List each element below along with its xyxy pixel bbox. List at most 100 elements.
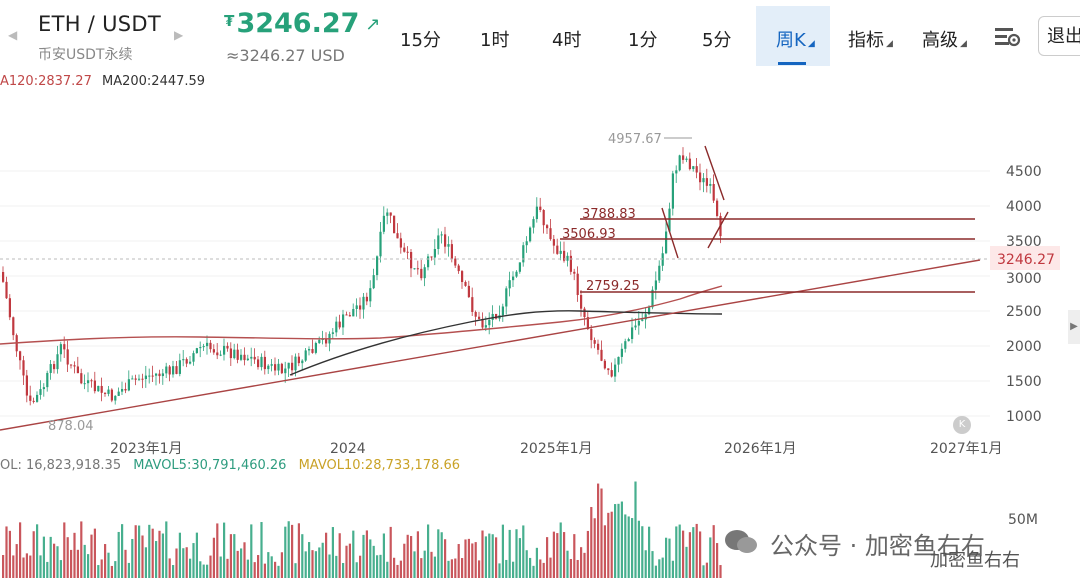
- candle: [590, 329, 593, 341]
- candle: [379, 231, 382, 257]
- top-toolbar: ◀ ETH / USDT 币安USDT永续 ▶ ₮3246.27 ↗ ≈3246.…: [0, 0, 1080, 72]
- pair-title[interactable]: ETH / USDT: [38, 12, 162, 36]
- candle: [705, 178, 708, 186]
- volume-bar: [671, 560, 674, 578]
- candle: [270, 364, 273, 366]
- volume-bar: [76, 549, 79, 578]
- volume-bar: [692, 527, 695, 578]
- tab-4h[interactable]: 4时: [552, 30, 582, 51]
- volume-bar: [634, 481, 637, 578]
- candle: [260, 356, 263, 368]
- tab-weekly[interactable]: 周K ◢: [776, 26, 815, 52]
- candle: [416, 268, 419, 270]
- candle: [641, 319, 644, 321]
- volume-bar: [576, 559, 579, 578]
- tab-1min[interactable]: 1分: [628, 30, 658, 51]
- volume-bar: [556, 533, 559, 578]
- candle: [158, 373, 161, 377]
- tab-1h[interactable]: 1时: [480, 30, 510, 51]
- price-tag-bg: [990, 246, 1060, 270]
- candle: [124, 388, 127, 391]
- volume-bar: [141, 535, 144, 578]
- tab-5min[interactable]: 5分: [702, 30, 732, 51]
- volume-bar: [396, 564, 399, 578]
- volume-bar: [614, 504, 617, 578]
- chart-settings-icon[interactable]: [994, 26, 1022, 48]
- candle: [236, 349, 239, 360]
- candle: [134, 378, 137, 380]
- volume-bar: [42, 536, 45, 578]
- candle: [308, 348, 311, 351]
- candle: [525, 241, 528, 246]
- candle: [243, 354, 246, 361]
- volume-bar: [189, 558, 192, 578]
- watermark-corner: 加密鱼右右: [930, 550, 1020, 571]
- volume-bar: [80, 521, 83, 578]
- tab-15min[interactable]: 15分: [400, 30, 441, 51]
- candle: [484, 325, 487, 328]
- volume-bar: [39, 555, 42, 578]
- candle: [342, 314, 345, 328]
- candle: [654, 280, 657, 290]
- candle: [634, 325, 637, 328]
- candle: [430, 256, 433, 258]
- currency-icon: ₮: [224, 12, 235, 30]
- candle: [549, 228, 552, 240]
- exit-button[interactable]: 退出: [1038, 16, 1080, 56]
- tab-weekly-bg[interactable]: [756, 6, 830, 66]
- advanced-menu[interactable]: 高级 ◢: [922, 26, 967, 52]
- volume-bar: [590, 507, 593, 578]
- volume-bar: [32, 531, 35, 578]
- candle: [121, 388, 124, 392]
- volume-bar: [549, 557, 552, 578]
- volume-bar: [607, 512, 610, 578]
- candle: [682, 155, 685, 160]
- candle: [127, 379, 130, 391]
- volume-bar: [399, 560, 402, 578]
- volume-bar: [376, 555, 379, 578]
- candle: [491, 313, 494, 320]
- ma200-label: MA200:2447.59: [102, 74, 206, 89]
- grid-lines: [0, 170, 990, 417]
- volume-bar: [257, 555, 260, 578]
- volume-bar: [185, 547, 188, 578]
- candle: [83, 383, 86, 385]
- volume-bar: [114, 561, 117, 578]
- k-badge-icon[interactable]: K: [953, 416, 971, 434]
- volume-bar: [8, 530, 11, 578]
- volume-bar: [648, 526, 651, 578]
- volume-bar: [229, 534, 232, 578]
- volume-bar: [12, 555, 15, 578]
- volume-bar: [182, 548, 185, 578]
- next-arrow-icon[interactable]: ▶: [174, 28, 184, 42]
- volume-bar: [263, 563, 266, 578]
- price-chart[interactable]: 4957.67 878.04 3788.83 3506.93 2759.25 4…: [0, 92, 1080, 584]
- y-tick: 1000: [1006, 409, 1042, 425]
- volume-bar: [15, 544, 18, 578]
- x-tick: 2023年1月: [110, 441, 183, 457]
- volume-bar: [440, 532, 443, 578]
- volume-bar: [522, 525, 525, 578]
- candle: [314, 343, 317, 353]
- candle: [382, 215, 385, 232]
- indicator-menu[interactable]: 指标 ◢: [848, 26, 893, 52]
- volume-bar: [301, 534, 304, 578]
- volume-bar: [709, 537, 712, 578]
- candle: [447, 244, 450, 247]
- candle: [614, 364, 617, 377]
- candle: [345, 314, 348, 316]
- candle: [457, 265, 460, 272]
- volume-bar: [233, 534, 236, 578]
- volume-bar: [110, 565, 113, 578]
- volume-bar: [518, 538, 521, 578]
- prev-arrow-icon[interactable]: ◀: [8, 28, 18, 42]
- candle: [148, 375, 151, 377]
- volume-bar: [685, 546, 688, 578]
- volume-bar: [641, 526, 644, 578]
- y-tick: 2000: [1006, 339, 1042, 355]
- expand-panel-icon[interactable]: ▶: [1068, 310, 1080, 344]
- volume-bar: [631, 518, 634, 578]
- volume-bar: [484, 536, 487, 578]
- volume-bar: [695, 523, 698, 578]
- volume-bar: [240, 548, 243, 578]
